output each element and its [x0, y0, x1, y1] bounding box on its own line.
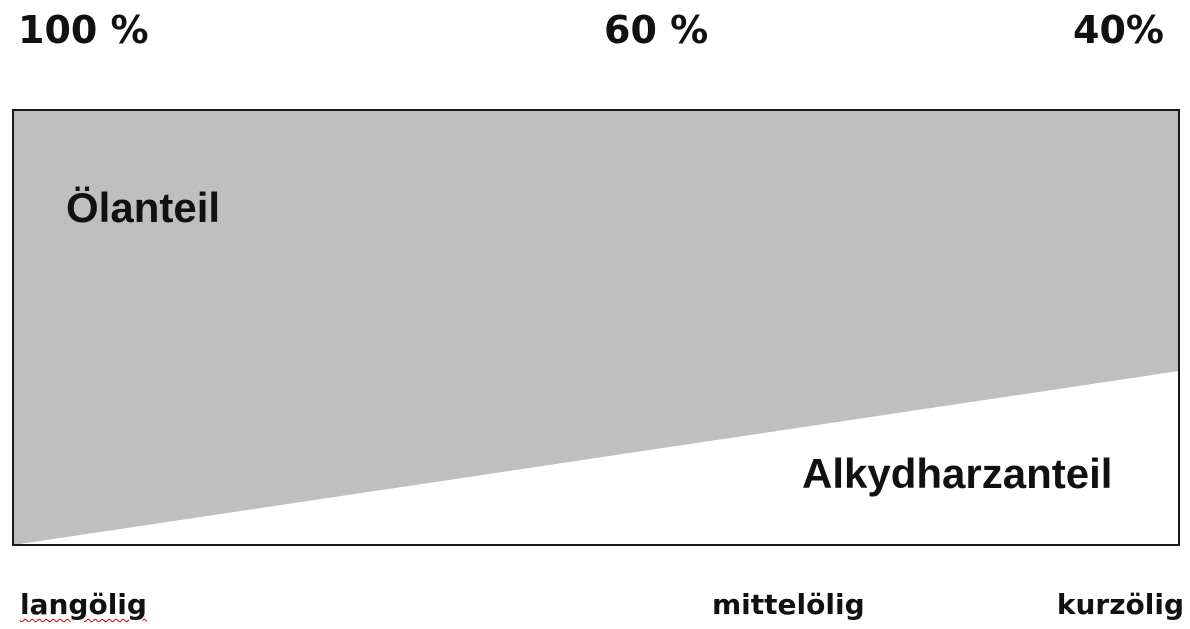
top-label-40-percent: 40% [1073, 8, 1164, 52]
short-oil-label: kurzölig [1056, 588, 1184, 621]
top-label-100-percent: 100 % [18, 8, 149, 52]
alkyd-share-label: Alkydharzanteil [802, 450, 1113, 497]
medium-oil-label: mittelölig [712, 588, 865, 621]
top-label-60-percent: 60 % [604, 8, 709, 52]
diagram-frame [12, 109, 1180, 546]
oil-share-label: Ölanteil [66, 184, 221, 231]
long-oil-label: langölig [20, 588, 147, 621]
oil-share-area [13, 110, 1179, 545]
